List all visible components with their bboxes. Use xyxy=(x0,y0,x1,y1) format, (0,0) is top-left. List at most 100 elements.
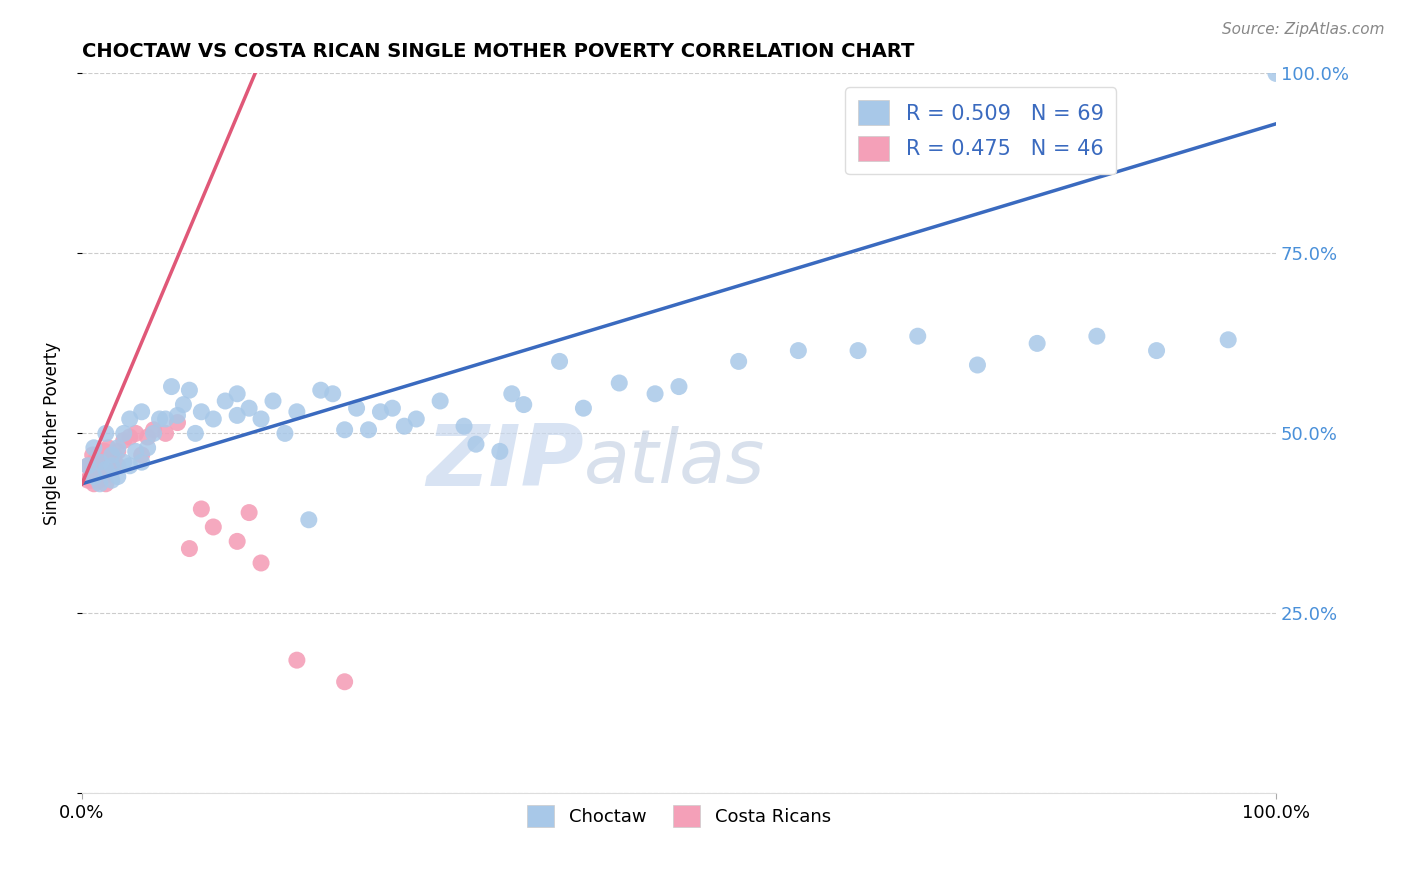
Point xyxy=(381,401,404,416)
Point xyxy=(101,458,124,473)
Point xyxy=(101,455,124,469)
Point xyxy=(94,458,117,473)
Point xyxy=(79,469,101,483)
Point xyxy=(83,455,105,469)
Point xyxy=(101,473,124,487)
Point xyxy=(250,412,273,426)
Point xyxy=(136,430,159,444)
Point xyxy=(238,506,260,520)
Point xyxy=(262,394,284,409)
Point xyxy=(346,401,368,416)
Point xyxy=(118,430,141,444)
Point xyxy=(787,343,810,358)
Point xyxy=(309,383,332,397)
Point xyxy=(166,416,188,430)
Point xyxy=(112,455,135,469)
Point xyxy=(83,476,105,491)
Point xyxy=(142,426,165,441)
Point xyxy=(668,379,690,393)
Point xyxy=(77,473,100,487)
Point xyxy=(90,451,112,466)
Point xyxy=(250,556,273,570)
Point xyxy=(966,358,988,372)
Point xyxy=(274,426,297,441)
Point xyxy=(1085,329,1108,343)
Point xyxy=(142,423,165,437)
Point xyxy=(333,423,356,437)
Point xyxy=(118,458,141,473)
Point xyxy=(155,412,177,426)
Point xyxy=(179,541,201,556)
Point xyxy=(285,653,308,667)
Point xyxy=(160,379,183,393)
Legend: Choctaw, Costa Ricans: Choctaw, Costa Ricans xyxy=(520,798,838,835)
Point xyxy=(83,441,105,455)
Point xyxy=(84,458,107,473)
Point xyxy=(89,473,111,487)
Point xyxy=(394,419,416,434)
Point xyxy=(226,386,249,401)
Point xyxy=(101,458,124,473)
Point xyxy=(166,409,188,423)
Point xyxy=(465,437,488,451)
Point xyxy=(118,412,141,426)
Point xyxy=(1026,336,1049,351)
Point xyxy=(322,386,344,401)
Point xyxy=(101,448,124,462)
Point xyxy=(77,458,100,473)
Point xyxy=(548,354,571,368)
Point xyxy=(405,412,427,426)
Point xyxy=(93,444,115,458)
Point xyxy=(125,444,148,458)
Point xyxy=(179,383,201,397)
Point xyxy=(202,412,225,426)
Point xyxy=(89,476,111,491)
Point xyxy=(80,473,103,487)
Point xyxy=(125,426,148,441)
Point xyxy=(202,520,225,534)
Point xyxy=(94,462,117,476)
Point xyxy=(112,426,135,441)
Point xyxy=(94,476,117,491)
Point xyxy=(644,386,666,401)
Point xyxy=(84,473,107,487)
Point xyxy=(453,419,475,434)
Point xyxy=(112,434,135,448)
Point xyxy=(93,469,115,483)
Point xyxy=(1218,333,1240,347)
Point xyxy=(80,458,103,473)
Point xyxy=(107,469,129,483)
Point xyxy=(357,423,380,437)
Point xyxy=(103,448,125,462)
Point xyxy=(607,376,630,390)
Point xyxy=(89,455,111,469)
Point xyxy=(77,458,100,473)
Point xyxy=(87,455,110,469)
Y-axis label: Single Mother Poverty: Single Mother Poverty xyxy=(44,342,60,525)
Point xyxy=(489,444,512,458)
Point xyxy=(90,466,112,480)
Point xyxy=(190,502,212,516)
Point xyxy=(107,458,129,473)
Point xyxy=(907,329,929,343)
Point xyxy=(107,444,129,458)
Text: ZIP: ZIP xyxy=(426,421,583,504)
Point xyxy=(846,343,869,358)
Text: CHOCTAW VS COSTA RICAN SINGLE MOTHER POVERTY CORRELATION CHART: CHOCTAW VS COSTA RICAN SINGLE MOTHER POV… xyxy=(82,42,914,61)
Text: Source: ZipAtlas.com: Source: ZipAtlas.com xyxy=(1222,22,1385,37)
Point xyxy=(83,469,105,483)
Point xyxy=(501,386,523,401)
Point xyxy=(86,469,108,483)
Point xyxy=(429,394,451,409)
Point xyxy=(298,513,321,527)
Point xyxy=(190,405,212,419)
Point xyxy=(93,455,115,469)
Point xyxy=(94,426,117,441)
Point xyxy=(513,398,536,412)
Point xyxy=(184,426,207,441)
Point xyxy=(727,354,749,368)
Point xyxy=(214,394,236,409)
Point xyxy=(370,405,392,419)
Point xyxy=(89,458,111,473)
Text: atlas: atlas xyxy=(583,426,765,499)
